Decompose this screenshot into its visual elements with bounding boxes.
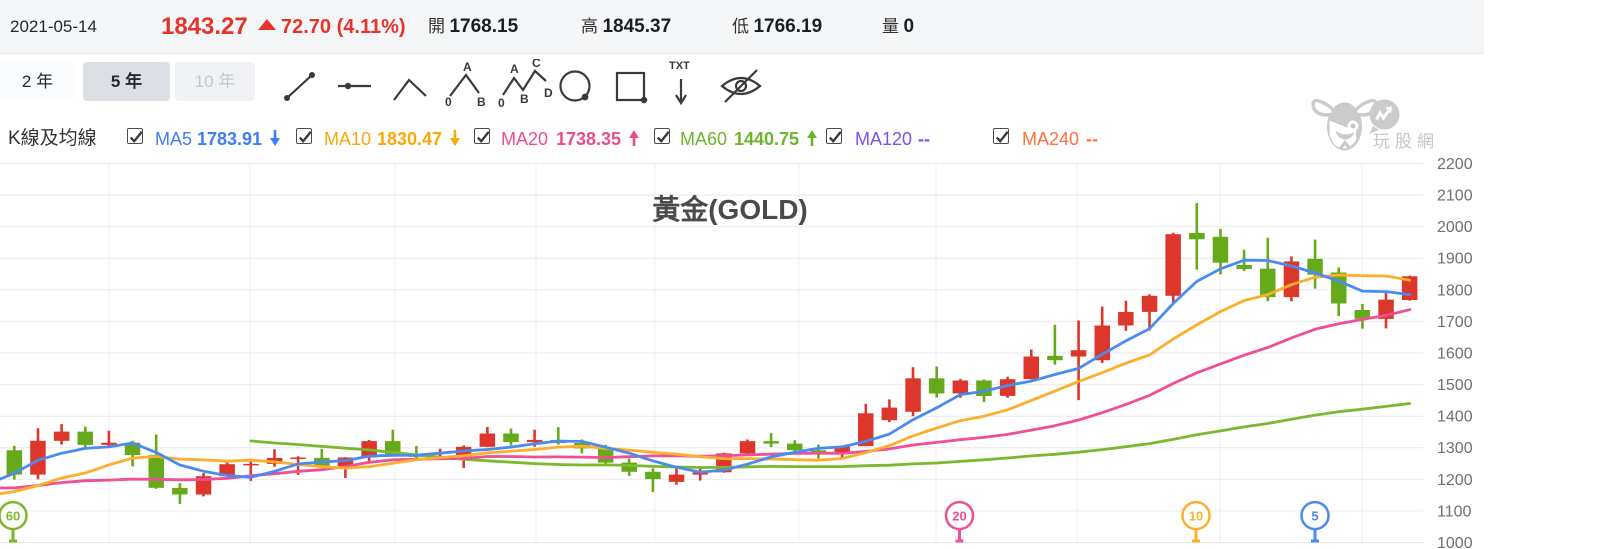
- svg-text:2000: 2000: [1437, 219, 1473, 236]
- svg-text:D: D: [544, 86, 553, 100]
- svg-text:1400: 1400: [1437, 409, 1473, 426]
- svg-text:20: 20: [952, 509, 966, 524]
- svg-text:1600: 1600: [1437, 346, 1473, 363]
- svg-text:A: A: [463, 60, 472, 74]
- svg-text:0: 0: [445, 95, 452, 109]
- svg-text:TXT: TXT: [669, 60, 690, 72]
- svg-text:B: B: [477, 95, 486, 109]
- svg-text:1100: 1100: [1437, 503, 1472, 520]
- svg-text:2200: 2200: [1437, 156, 1473, 173]
- svg-text:1700: 1700: [1437, 314, 1473, 331]
- svg-text:C: C: [532, 59, 541, 70]
- svg-text:A: A: [510, 62, 519, 76]
- svg-text:1000: 1000: [1437, 535, 1473, 549]
- svg-text:2100: 2100: [1437, 188, 1473, 205]
- svg-text:1800: 1800: [1437, 282, 1473, 299]
- svg-text:1500: 1500: [1437, 377, 1473, 394]
- svg-text:5: 5: [1311, 509, 1318, 524]
- svg-text:60: 60: [6, 509, 20, 524]
- svg-text:1200: 1200: [1437, 472, 1473, 489]
- svg-text:B: B: [520, 92, 529, 106]
- svg-text:1900: 1900: [1437, 251, 1473, 268]
- svg-text:黃金(GOLD): 黃金(GOLD): [652, 193, 808, 225]
- svg-text:1300: 1300: [1437, 440, 1473, 457]
- svg-text:玩股網: 玩股網: [1373, 132, 1439, 151]
- svg-text:0: 0: [498, 96, 505, 110]
- svg-text:10: 10: [1189, 509, 1203, 524]
